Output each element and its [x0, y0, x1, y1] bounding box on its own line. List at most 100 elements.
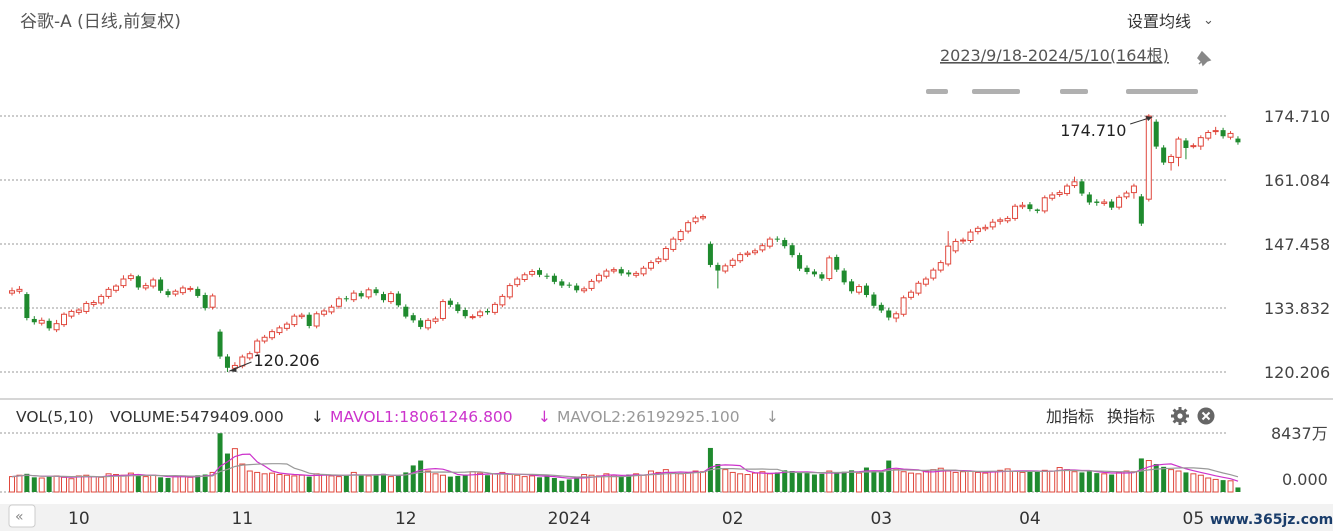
candle [477, 309, 484, 319]
candle [321, 308, 328, 317]
volume-bar [1145, 460, 1152, 493]
candle [127, 273, 134, 281]
candle [343, 295, 349, 302]
volume-bar [878, 472, 884, 492]
volume-bar [1079, 472, 1085, 492]
candle [797, 252, 803, 272]
candle [455, 302, 461, 314]
date-range[interactable]: 2023/9/18-2024/5/10(164根) [940, 46, 1169, 65]
close-icon[interactable] [1197, 407, 1215, 425]
volume-bar [849, 470, 855, 492]
volume-bar [737, 473, 744, 493]
volume-bar [499, 471, 506, 493]
volume-bar [566, 479, 572, 492]
volume-bar [224, 453, 230, 492]
legend-vol-name: VOL(5,10) [16, 408, 94, 426]
price-axis: 174.710 161.084 147.458 133.832 120.206 [1264, 107, 1330, 382]
extreme-annotations: 174.710 120.206 [229, 116, 1153, 372]
volume-bar [261, 473, 268, 493]
candle [165, 288, 171, 298]
volume-bar [462, 474, 468, 492]
add-indicator-button[interactable]: 加指标 [1046, 407, 1094, 426]
volume-bar [863, 467, 869, 492]
candle [1130, 183, 1137, 199]
pin-icon[interactable] [1197, 50, 1212, 67]
candle [172, 289, 179, 297]
candle [752, 248, 758, 256]
x-tick-label: 10 [68, 509, 90, 529]
candle [544, 273, 550, 280]
candle [217, 329, 223, 359]
candle [774, 236, 780, 242]
y-tick-label: 147.458 [1264, 235, 1330, 254]
candle [626, 270, 632, 277]
y-tick-label: 161.084 [1264, 171, 1330, 190]
volume-bar [187, 476, 194, 493]
candle [677, 229, 684, 242]
candle [1190, 143, 1197, 149]
candle [766, 236, 773, 249]
candle [1041, 195, 1048, 214]
x-tick-label: 04 [1019, 509, 1041, 529]
x-tick-label: 11 [232, 509, 254, 529]
candle [1027, 202, 1033, 212]
candle [722, 263, 729, 274]
volume-bar [960, 471, 967, 493]
volume-bar [403, 472, 409, 492]
x-tick-label: 03 [870, 509, 892, 529]
candle [276, 325, 283, 335]
y-tick-label: 174.710 [1264, 107, 1330, 126]
candle [439, 299, 446, 321]
svg-text:MAVOL2:26192925.100: MAVOL2:26192925.100 [557, 408, 740, 426]
volume-bar [24, 473, 30, 492]
volume-bar [16, 474, 23, 493]
volume-bar [1153, 464, 1159, 492]
candle [1227, 131, 1234, 140]
legend-mavol2-name: MAVOL2 [557, 408, 621, 426]
volume-bar [98, 476, 105, 493]
gear-icon[interactable] [1171, 407, 1189, 425]
volume-bar [418, 460, 424, 492]
volume-bar [588, 474, 595, 493]
candle [46, 318, 52, 331]
volume-bar [46, 476, 52, 492]
candle [1004, 216, 1011, 224]
candle [403, 304, 409, 319]
candle [506, 283, 513, 300]
scroll-left-button[interactable]: « [8, 504, 36, 528]
volume-bar [410, 465, 416, 492]
candle [737, 252, 744, 264]
ma-settings-button[interactable]: 设置均线 ⌄ [1127, 12, 1214, 31]
volume-bar [811, 474, 817, 492]
candle [9, 287, 15, 296]
candle [945, 231, 952, 267]
volume-bar [797, 472, 803, 492]
volume-bar [246, 470, 253, 493]
candle [432, 316, 439, 324]
candle [856, 284, 863, 295]
switch-indicator-button[interactable]: 换指标 [1107, 407, 1155, 426]
volume-bar [1130, 471, 1137, 493]
volume-bar [982, 472, 989, 493]
event-markers [926, 89, 1198, 94]
candle [469, 314, 476, 320]
candle [1153, 119, 1159, 149]
candle [90, 300, 97, 307]
volume-bar [387, 476, 394, 493]
candle [195, 286, 201, 298]
volume-bar [158, 477, 164, 492]
volume-bar [1034, 471, 1040, 492]
candle [24, 292, 30, 321]
volume-bar [83, 474, 90, 493]
volume-bar [559, 480, 565, 492]
volume-bar [655, 471, 662, 493]
candle [566, 282, 572, 288]
volume-bar [381, 473, 386, 492]
candle [1012, 203, 1019, 221]
candle [759, 243, 766, 253]
arrow-down-icon: ↓ [311, 408, 324, 426]
volume-bar [276, 474, 283, 493]
volume-bar [113, 474, 120, 493]
volume-bar [491, 473, 498, 493]
candle [283, 321, 290, 331]
